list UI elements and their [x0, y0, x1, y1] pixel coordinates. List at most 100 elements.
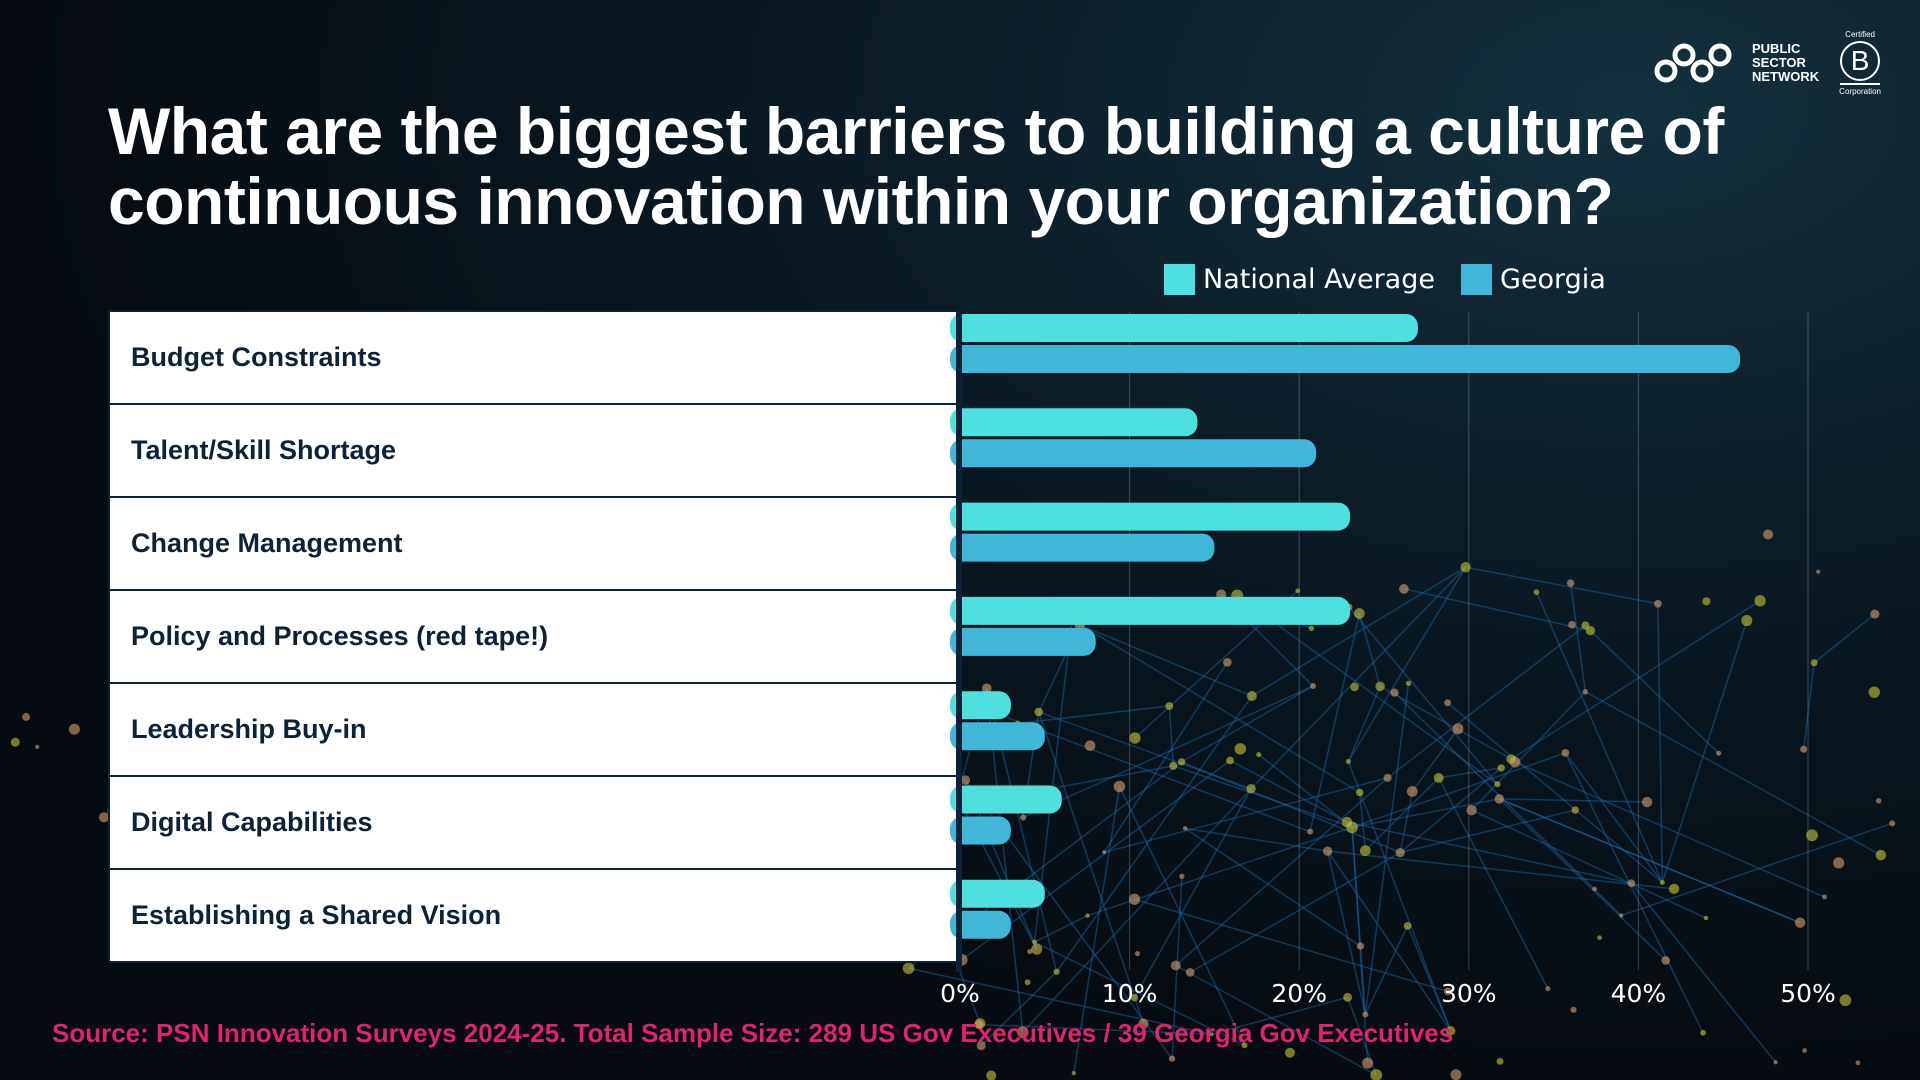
- network-node: [1084, 740, 1096, 751]
- network-line: [1326, 850, 1367, 1015]
- x-tick-label: 0%: [940, 979, 980, 1008]
- network-line: [1351, 827, 1362, 947]
- network-line: [1813, 613, 1876, 664]
- network-node: [1582, 689, 1589, 695]
- network-line: [1348, 606, 1499, 785]
- network-node: [1307, 828, 1314, 835]
- network-line: [1347, 686, 1381, 762]
- network-line: [1498, 798, 1667, 961]
- network-node: [10, 737, 20, 747]
- network-node: [1032, 939, 1037, 945]
- network-node: [1168, 1055, 1176, 1062]
- network-line: [1499, 798, 1648, 803]
- network-line: [1471, 691, 1586, 811]
- network-node: [1399, 584, 1409, 594]
- network-line: [1589, 630, 1720, 754]
- network-node: [1179, 873, 1185, 879]
- network-node: [1246, 784, 1256, 794]
- network-node: [1031, 943, 1043, 955]
- network-line: [1584, 691, 1882, 856]
- network-node: [1027, 948, 1033, 955]
- network-node: [1053, 968, 1060, 975]
- network-node: [976, 1040, 986, 1051]
- network-line: [1564, 752, 1663, 883]
- network-node: [1566, 579, 1575, 587]
- network-node: [1284, 1047, 1295, 1058]
- network-node: [1016, 1026, 1029, 1039]
- network-node: [1177, 758, 1186, 766]
- x-tick-label: 30%: [1441, 979, 1497, 1008]
- network-node: [1452, 723, 1464, 735]
- network-line: [1351, 798, 1500, 829]
- network-node: [1466, 804, 1477, 816]
- network-node: [1810, 659, 1818, 667]
- network-node: [1870, 609, 1880, 619]
- network-node: [1406, 785, 1418, 797]
- network-line: [1620, 822, 1893, 917]
- legend-item-national: National Average: [1164, 264, 1435, 295]
- network-node: [22, 713, 31, 721]
- network-line: [1387, 624, 1586, 779]
- network-line: [1657, 603, 1664, 883]
- network-node: [1619, 913, 1624, 918]
- network-node: [1833, 857, 1845, 869]
- bar-georgia: [950, 533, 1215, 562]
- network-node: [1370, 1069, 1383, 1080]
- network-line: [1471, 809, 1707, 919]
- network-line: [1034, 941, 1245, 1046]
- network-node: [1395, 848, 1405, 858]
- category-row: Change Management: [108, 496, 958, 591]
- bar-national: [950, 879, 1045, 908]
- psn-rings-icon: [1654, 43, 1732, 83]
- network-line: [1211, 996, 1348, 1036]
- network-line: [1175, 964, 1377, 1076]
- network-node: [1806, 829, 1818, 842]
- network-node: [1241, 1042, 1248, 1049]
- network-line: [1175, 777, 1389, 967]
- network-node: [1343, 992, 1353, 1002]
- network-node: [1405, 680, 1412, 686]
- network-node: [1362, 1011, 1369, 1018]
- network-line: [1103, 777, 1388, 854]
- network-node: [1223, 657, 1232, 667]
- network-node: [1570, 1006, 1577, 1013]
- network-node: [1390, 688, 1399, 697]
- network-line: [1630, 882, 1777, 1063]
- network-line: [1364, 777, 1440, 852]
- network-node: [902, 962, 915, 975]
- bcorp-badge: Certified B Corporation: [1839, 30, 1881, 96]
- network-node: [1641, 796, 1653, 808]
- network-node: [960, 775, 971, 785]
- network-line: [1346, 821, 1632, 884]
- network-line: [980, 971, 1058, 1047]
- network-node: [1403, 922, 1412, 930]
- network-node: [1138, 1018, 1149, 1029]
- network-line: [1438, 767, 1502, 779]
- network-node: [1165, 702, 1174, 710]
- network-node: [1359, 845, 1371, 857]
- network-node: [1362, 1057, 1374, 1069]
- network-node: [1308, 625, 1315, 632]
- network-node: [1597, 935, 1602, 941]
- network-node: [1443, 987, 1452, 996]
- network-node: [1130, 993, 1139, 1002]
- network-line: [1364, 925, 1409, 1015]
- network-line: [1399, 767, 1502, 854]
- network-line: [1056, 695, 1253, 973]
- network-node: [1113, 780, 1126, 793]
- network-node: [1497, 764, 1505, 772]
- network-node: [1716, 750, 1722, 756]
- network-node: [1875, 849, 1887, 861]
- chart-title: What are the biggest barriers to buildin…: [108, 94, 1724, 238]
- network-line: [952, 786, 1038, 950]
- network-node: [1659, 879, 1665, 885]
- network-node: [1703, 915, 1709, 921]
- network-line: [1400, 809, 1576, 854]
- network-node: [1661, 956, 1670, 965]
- network-line: [1251, 566, 1467, 697]
- legend-swatch: [1164, 264, 1195, 295]
- network-line: [1168, 705, 1175, 766]
- network-line: [1802, 662, 1815, 750]
- network-node: [1889, 820, 1896, 827]
- network-line: [1347, 566, 1467, 762]
